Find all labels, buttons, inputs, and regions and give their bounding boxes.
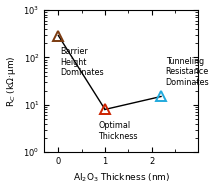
Text: Barrier
Height
Dominates: Barrier Height Dominates [61, 47, 104, 77]
Text: Tunneling
Resistance
Dominates: Tunneling Resistance Dominates [166, 57, 209, 87]
Text: Optimal
Thickness: Optimal Thickness [98, 121, 138, 141]
Y-axis label: R$_C$ (kΩ·μm): R$_C$ (kΩ·μm) [5, 55, 18, 107]
X-axis label: Al$_2$O$_3$ Thickness (nm): Al$_2$O$_3$ Thickness (nm) [73, 172, 170, 184]
